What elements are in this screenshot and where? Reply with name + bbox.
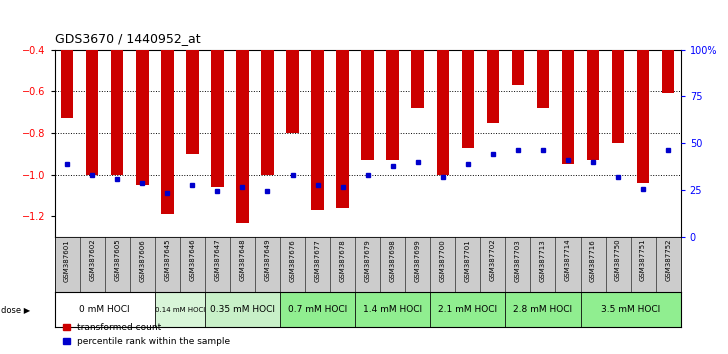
Bar bbox=[211, 50, 223, 187]
Text: 3.5 mM HOCl: 3.5 mM HOCl bbox=[601, 305, 660, 314]
Text: GSM387601: GSM387601 bbox=[64, 239, 70, 281]
Bar bbox=[512, 50, 524, 85]
Bar bbox=[280, 292, 355, 327]
Bar bbox=[61, 50, 74, 118]
Text: GSM387714: GSM387714 bbox=[565, 239, 571, 281]
Text: GSM387713: GSM387713 bbox=[540, 239, 546, 281]
Bar bbox=[205, 292, 280, 327]
Bar bbox=[580, 292, 681, 327]
Bar bbox=[537, 50, 549, 108]
Bar bbox=[336, 50, 349, 208]
Bar bbox=[236, 50, 249, 223]
Text: 2.1 mM HOCl: 2.1 mM HOCl bbox=[438, 305, 497, 314]
Text: dose ▶: dose ▶ bbox=[1, 305, 31, 314]
Text: GSM387698: GSM387698 bbox=[389, 239, 396, 281]
Text: GSM387678: GSM387678 bbox=[339, 239, 346, 281]
Bar bbox=[505, 292, 580, 327]
Bar bbox=[562, 50, 574, 164]
Bar bbox=[361, 50, 374, 160]
Bar bbox=[186, 50, 199, 154]
Text: GSM387606: GSM387606 bbox=[139, 239, 146, 281]
Bar bbox=[155, 292, 205, 327]
Text: GSM387750: GSM387750 bbox=[615, 239, 621, 281]
Bar bbox=[462, 50, 474, 148]
Bar bbox=[55, 292, 155, 327]
Text: GSM387703: GSM387703 bbox=[515, 239, 521, 281]
Text: GSM387649: GSM387649 bbox=[264, 239, 271, 281]
Text: GSM387701: GSM387701 bbox=[464, 239, 471, 281]
Text: GDS3670 / 1440952_at: GDS3670 / 1440952_at bbox=[55, 32, 200, 45]
Bar bbox=[261, 50, 274, 175]
Text: 0.7 mM HOCl: 0.7 mM HOCl bbox=[288, 305, 347, 314]
Bar bbox=[587, 50, 599, 160]
Bar bbox=[136, 50, 149, 185]
Text: GSM387648: GSM387648 bbox=[240, 239, 245, 281]
Bar bbox=[662, 50, 674, 93]
Text: GSM387751: GSM387751 bbox=[640, 239, 646, 281]
Bar bbox=[411, 50, 424, 108]
Text: GSM387646: GSM387646 bbox=[189, 239, 195, 281]
Bar bbox=[286, 50, 298, 133]
Text: GSM387699: GSM387699 bbox=[415, 239, 421, 281]
Text: GSM387645: GSM387645 bbox=[165, 239, 170, 281]
Text: 2.8 mM HOCl: 2.8 mM HOCl bbox=[513, 305, 572, 314]
Bar bbox=[437, 50, 449, 175]
Bar bbox=[430, 292, 505, 327]
Text: GSM387676: GSM387676 bbox=[290, 239, 296, 281]
Bar bbox=[86, 50, 98, 175]
Text: GSM387605: GSM387605 bbox=[114, 239, 120, 281]
Text: GSM387679: GSM387679 bbox=[365, 239, 371, 281]
Bar bbox=[161, 50, 173, 214]
Text: GSM387647: GSM387647 bbox=[214, 239, 221, 281]
Bar bbox=[612, 50, 625, 143]
Text: GSM387702: GSM387702 bbox=[490, 239, 496, 281]
Bar bbox=[387, 50, 399, 160]
Bar bbox=[312, 50, 324, 210]
Bar bbox=[355, 292, 430, 327]
Bar bbox=[111, 50, 124, 175]
Text: GSM387752: GSM387752 bbox=[665, 239, 671, 281]
Legend: transformed count, percentile rank within the sample: transformed count, percentile rank withi… bbox=[59, 320, 234, 349]
Text: GSM387602: GSM387602 bbox=[89, 239, 95, 281]
Bar bbox=[486, 50, 499, 122]
Text: GSM387716: GSM387716 bbox=[590, 239, 596, 281]
Text: 0.35 mM HOCl: 0.35 mM HOCl bbox=[210, 305, 275, 314]
Bar bbox=[637, 50, 649, 183]
Text: 0 mM HOCl: 0 mM HOCl bbox=[79, 305, 130, 314]
Text: GSM387700: GSM387700 bbox=[440, 239, 446, 281]
Text: GSM387677: GSM387677 bbox=[314, 239, 320, 281]
Text: 1.4 mM HOCl: 1.4 mM HOCl bbox=[363, 305, 422, 314]
Text: 0.14 mM HOCl: 0.14 mM HOCl bbox=[154, 307, 205, 313]
